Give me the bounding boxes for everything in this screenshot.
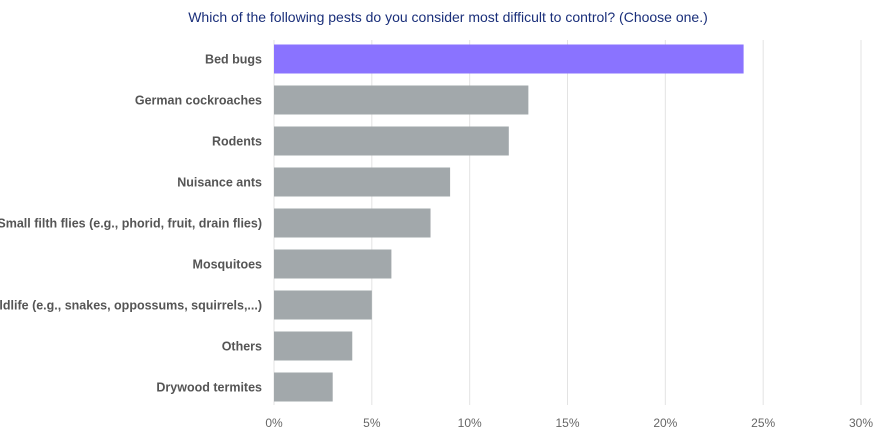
x-tick-label: 25% <box>751 416 775 430</box>
bar <box>274 331 353 361</box>
category-label: Wildlife (e.g., snakes, oppossums, squir… <box>0 299 262 313</box>
x-tick-label: 30% <box>849 416 873 430</box>
category-label: Drywood termites <box>156 381 262 395</box>
bar <box>274 290 372 320</box>
bar <box>274 208 431 238</box>
category-label: German cockroaches <box>135 94 262 108</box>
bar <box>274 85 529 115</box>
x-tick-label: 10% <box>458 416 482 430</box>
bar <box>274 126 509 156</box>
chart-title: Which of the following pests do you cons… <box>188 9 708 25</box>
x-tick-label: 0% <box>265 416 283 430</box>
bar <box>274 167 451 197</box>
category-label: Bed bugs <box>205 53 262 67</box>
category-label: Others <box>222 340 262 354</box>
category-label: Small filth flies (e.g., phorid, fruit, … <box>0 217 262 231</box>
category-label: Rodents <box>212 135 262 149</box>
category-label: Nuisance ants <box>177 176 262 190</box>
x-tick-label: 15% <box>555 416 579 430</box>
bar <box>274 44 744 74</box>
category-label: Mosquitoes <box>193 258 262 272</box>
x-tick-label: 5% <box>363 416 381 430</box>
x-tick-label: 20% <box>653 416 677 430</box>
bar <box>274 372 333 402</box>
bar <box>274 249 392 279</box>
